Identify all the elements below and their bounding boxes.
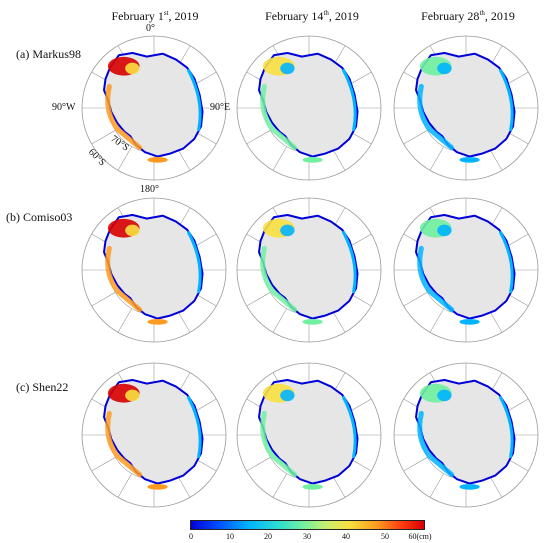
map-markus98-feb-28	[391, 33, 541, 183]
ross-sea-ice-thickness	[147, 156, 168, 163]
meridian-line	[246, 130, 271, 145]
meridian-line	[117, 308, 132, 333]
column-title-feb-28: February 28th, 2019	[421, 9, 515, 23]
meridian-line	[246, 292, 271, 307]
ross-sea-ice-thickness	[302, 156, 323, 163]
colorbar-tick-30: 30	[303, 532, 311, 541]
ross-sea-ice-thickness	[459, 318, 480, 325]
colorbar-tick-0: 0	[189, 532, 193, 541]
weddell-sea-ice-thickness-inner	[437, 389, 452, 402]
amundsen-sea-ice-thickness	[260, 83, 298, 151]
meridian-line	[429, 308, 444, 333]
column-title-feb-1: February 1st, 2019	[111, 9, 199, 23]
east-antarctic-sea-ice	[342, 231, 357, 294]
colorbar-tick-60: 60(cm)	[408, 532, 432, 541]
amundsen-sea-ice-thickness	[105, 83, 143, 151]
meridian-line	[403, 457, 428, 472]
weddell-sea-ice-thickness-inner	[437, 62, 452, 75]
meridian-line	[403, 130, 428, 145]
ross-sea-ice-thickness	[147, 483, 168, 490]
weddell-sea-ice-thickness-inner	[125, 62, 140, 75]
east-antarctic-sea-ice	[187, 231, 202, 294]
colorbar-tick-40: 40	[342, 532, 350, 541]
amundsen-sea-ice-thickness	[105, 410, 143, 478]
weddell-sea-ice-thickness-inner	[437, 224, 452, 237]
meridian-line	[246, 457, 271, 472]
map-comiso03-feb-28	[391, 195, 541, 345]
map-comiso03-feb-1	[79, 195, 229, 345]
meridian-line	[272, 308, 287, 333]
antarctica-landmass	[105, 381, 202, 483]
map-comiso03-feb-14	[234, 195, 384, 345]
map-shen22-feb-28	[391, 360, 541, 510]
amundsen-sea-ice-thickness	[105, 245, 143, 313]
weddell-sea-ice-thickness-inner	[280, 389, 295, 402]
antarctica-landmass	[260, 54, 357, 156]
weddell-sea-ice-thickness-inner	[280, 224, 295, 237]
colorbar-tick-10: 10	[226, 532, 234, 541]
weddell-sea-ice-thickness-inner	[125, 389, 140, 402]
annotation-0-deg: 0°	[146, 23, 155, 34]
row-label-shen22: (c) Shen22	[16, 380, 69, 394]
antarctica-landmass	[417, 54, 514, 156]
amundsen-sea-ice-thickness	[260, 245, 298, 313]
map-markus98-feb-1	[79, 33, 229, 183]
colorbar	[190, 520, 425, 530]
column-title-feb-14: February 14th, 2019	[265, 9, 359, 23]
meridian-line	[272, 146, 287, 171]
ross-sea-ice-thickness	[459, 156, 480, 163]
map-shen22-feb-14	[234, 360, 384, 510]
meridian-line	[117, 473, 132, 498]
antarctica-landmass	[417, 216, 514, 318]
east-antarctic-sea-ice	[499, 396, 514, 459]
colorbar-tick-50: 50	[381, 532, 389, 541]
meridian-line	[429, 146, 444, 171]
ross-sea-ice-thickness	[302, 483, 323, 490]
map-shen22-feb-1	[79, 360, 229, 510]
antarctica-landmass	[105, 216, 202, 318]
annotation-90w: 90°W	[52, 102, 76, 113]
amundsen-sea-ice-thickness	[260, 410, 298, 478]
east-antarctic-sea-ice	[499, 69, 514, 132]
antarctica-landmass	[417, 381, 514, 483]
amundsen-sea-ice-thickness	[417, 245, 455, 313]
weddell-sea-ice-thickness-inner	[125, 224, 140, 237]
east-antarctic-sea-ice	[342, 69, 357, 132]
weddell-sea-ice-thickness-inner	[280, 62, 295, 75]
meridian-line	[403, 292, 428, 307]
ross-sea-ice-thickness	[147, 318, 168, 325]
row-label-markus98: (a) Markus98	[16, 47, 81, 61]
antarctica-landmass	[260, 216, 357, 318]
meridian-line	[91, 457, 116, 472]
amundsen-sea-ice-thickness	[417, 83, 455, 151]
ross-sea-ice-thickness	[302, 318, 323, 325]
antarctica-landmass	[260, 381, 357, 483]
meridian-line	[117, 146, 132, 171]
antarctica-landmass	[105, 54, 202, 156]
meridian-line	[91, 292, 116, 307]
amundsen-sea-ice-thickness	[417, 410, 455, 478]
east-antarctic-sea-ice	[187, 396, 202, 459]
annotation-180-deg: 180°	[140, 184, 159, 195]
annotation-90e: 90°E	[210, 102, 231, 113]
row-label-comiso03: (b) Comiso03	[6, 210, 73, 224]
colorbar-tick-20: 20	[264, 532, 272, 541]
map-markus98-feb-14	[234, 33, 384, 183]
meridian-line	[272, 473, 287, 498]
east-antarctic-sea-ice	[499, 231, 514, 294]
ross-sea-ice-thickness	[459, 483, 480, 490]
east-antarctic-sea-ice	[187, 69, 202, 132]
east-antarctic-sea-ice	[342, 396, 357, 459]
meridian-line	[91, 130, 116, 145]
meridian-line	[429, 473, 444, 498]
